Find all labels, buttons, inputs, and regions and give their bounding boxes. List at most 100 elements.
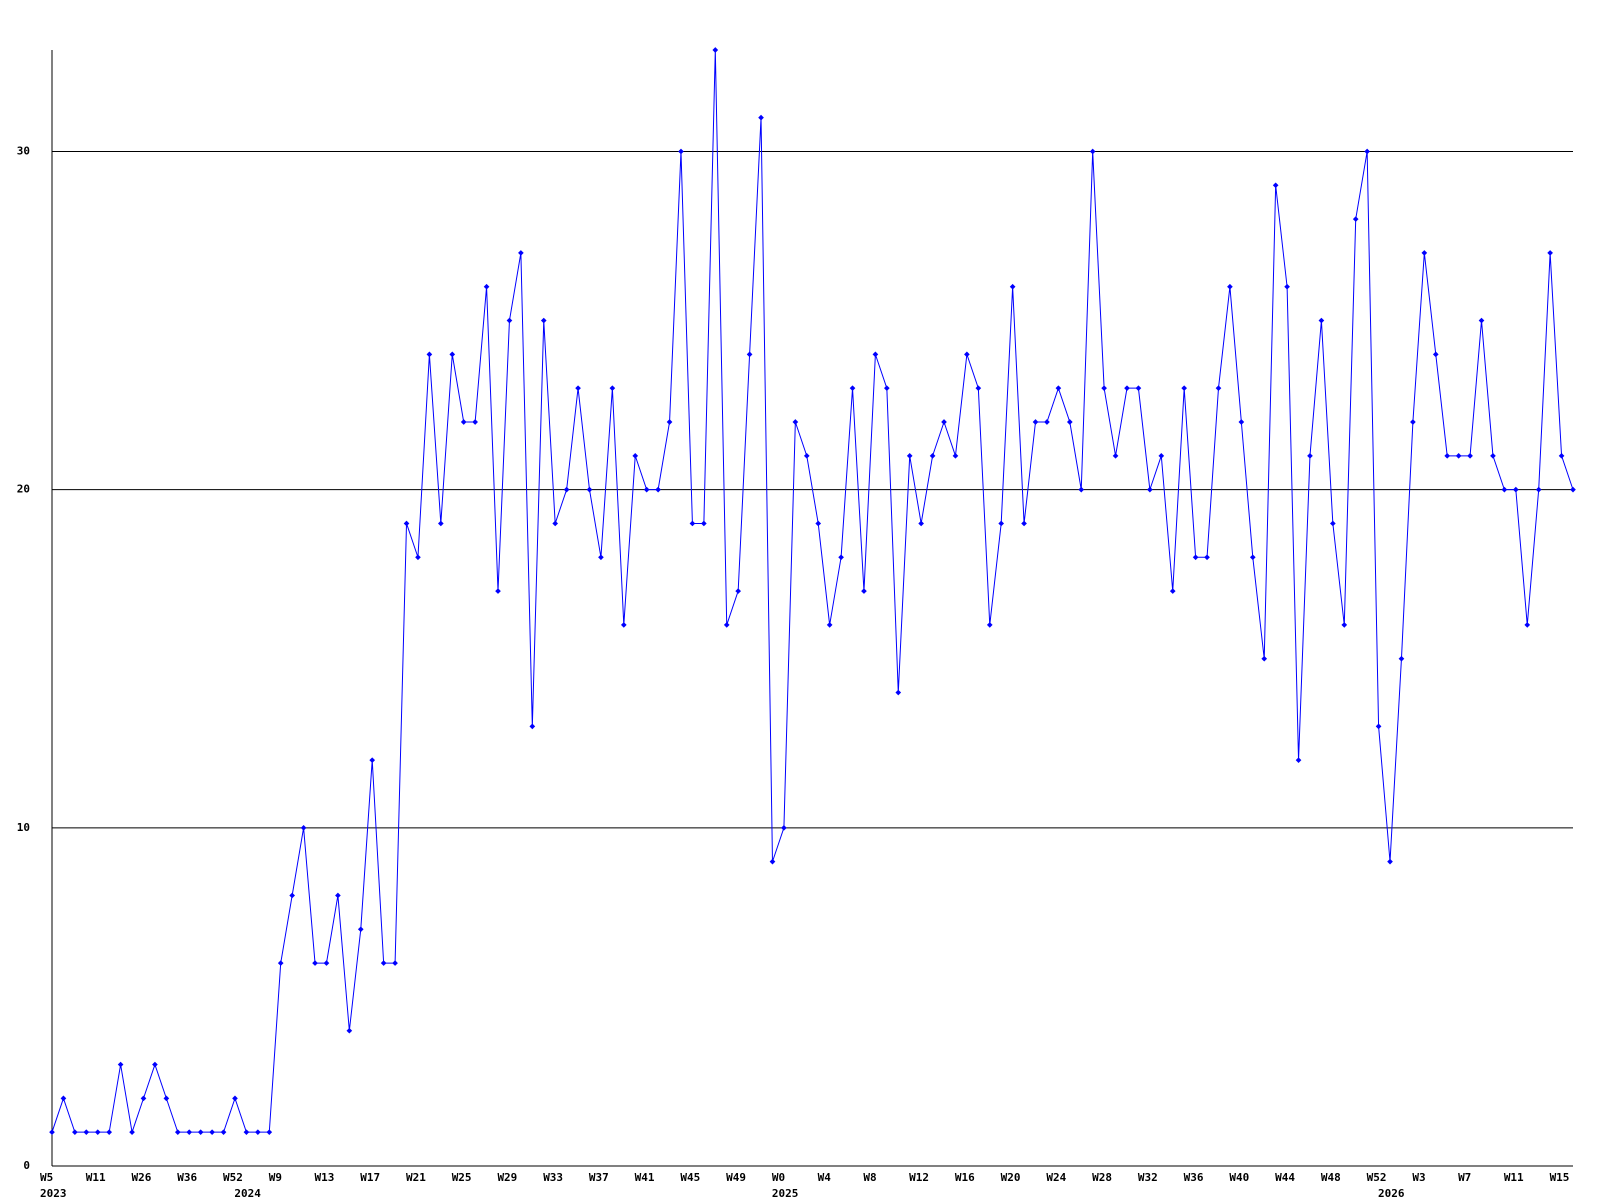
data-point xyxy=(518,250,524,256)
data-point xyxy=(1021,520,1027,527)
y-tick-label: 0 xyxy=(23,1159,30,1172)
data-point xyxy=(849,385,856,392)
y-tick-label: 30 xyxy=(17,144,30,157)
data-point xyxy=(895,689,902,696)
data-point xyxy=(815,520,822,527)
data-point xyxy=(884,385,890,392)
data-point xyxy=(758,114,764,121)
data-point xyxy=(1215,385,1222,392)
data-point xyxy=(666,419,673,425)
data-point xyxy=(1192,554,1199,561)
data-point xyxy=(1295,757,1302,764)
data-point xyxy=(1512,486,1519,493)
x-tick-label: W12 xyxy=(909,1171,929,1184)
data-point xyxy=(1307,452,1313,459)
data-point xyxy=(266,1129,273,1136)
x-tick-label: W36 xyxy=(177,1171,197,1184)
data-point xyxy=(781,824,787,831)
data-point xyxy=(152,1061,158,1068)
data-point xyxy=(380,960,387,966)
data-point xyxy=(1044,419,1050,425)
data-point xyxy=(300,824,307,831)
data-point xyxy=(838,554,844,561)
x-tick-label: W9 xyxy=(269,1171,282,1184)
x-tick-label: W52 xyxy=(223,1171,243,1184)
data-point xyxy=(1009,283,1016,290)
data-point xyxy=(357,926,364,933)
data-point xyxy=(403,520,410,527)
data-point xyxy=(1124,385,1130,392)
year-label: 2023 xyxy=(40,1187,67,1200)
x-tick-label: W26 xyxy=(131,1171,151,1184)
data-point xyxy=(1364,148,1370,155)
y-tick-label: 10 xyxy=(17,821,30,834)
data-point xyxy=(426,351,433,358)
data-point xyxy=(1547,250,1553,256)
data-point xyxy=(792,419,799,425)
data-point xyxy=(655,486,661,493)
data-point xyxy=(1238,419,1245,425)
data-point xyxy=(1330,520,1336,527)
data-point xyxy=(1158,452,1165,459)
data-point xyxy=(1375,723,1382,730)
x-tick-label: W36 xyxy=(1184,1171,1204,1184)
x-tick-label: W8 xyxy=(863,1171,876,1184)
x-tick-label: W44 xyxy=(1275,1171,1295,1184)
data-point xyxy=(1089,148,1096,155)
data-point xyxy=(312,960,318,966)
data-point xyxy=(1284,283,1290,290)
data-point xyxy=(1387,858,1393,865)
x-tick-label: W0 xyxy=(772,1171,785,1184)
data-point xyxy=(1318,317,1325,324)
data-point xyxy=(1524,622,1531,628)
data-point xyxy=(163,1095,170,1102)
x-tick-label: W49 xyxy=(726,1171,746,1184)
data-point xyxy=(735,588,741,594)
data-point xyxy=(129,1129,135,1136)
x-tick-label: W32 xyxy=(1138,1171,1158,1184)
data-point xyxy=(1570,486,1576,493)
data-point xyxy=(1455,452,1462,459)
x-tick-label: W33 xyxy=(543,1171,563,1184)
data-point xyxy=(1341,622,1348,628)
data-point xyxy=(918,520,924,527)
data-point xyxy=(1478,317,1485,324)
x-tick-label: W48 xyxy=(1321,1171,1341,1184)
data-point xyxy=(346,1027,353,1034)
x-tick-label: W21 xyxy=(406,1171,426,1184)
year-label: 2026 xyxy=(1378,1187,1405,1200)
data-point xyxy=(552,520,559,527)
data-point xyxy=(289,892,295,899)
x-tick-label: W28 xyxy=(1092,1171,1112,1184)
data-point xyxy=(1181,385,1188,392)
data-point xyxy=(49,1129,55,1136)
x-tick-label: W20 xyxy=(1001,1171,1021,1184)
data-point xyxy=(117,1061,124,1068)
data-point xyxy=(998,520,1005,527)
x-tick-label: W7 xyxy=(1458,1171,1471,1184)
year-label: 2024 xyxy=(234,1187,261,1200)
data-point xyxy=(563,486,570,493)
data-point xyxy=(83,1129,90,1136)
x-tick-label: W15 xyxy=(1550,1171,1570,1184)
data-point xyxy=(1421,250,1428,256)
data-point xyxy=(632,452,639,459)
data-point xyxy=(243,1129,250,1136)
data-point xyxy=(174,1129,181,1136)
x-tick-label: W41 xyxy=(635,1171,655,1184)
data-point xyxy=(586,486,593,493)
x-tick-label: W24 xyxy=(1046,1171,1066,1184)
data-point xyxy=(1169,588,1176,594)
data-point xyxy=(1227,283,1233,290)
x-tick-label: W3 xyxy=(1412,1171,1425,1184)
data-point xyxy=(986,622,993,628)
data-point xyxy=(723,622,730,628)
x-tick-label: W37 xyxy=(589,1171,609,1184)
data-point xyxy=(929,452,936,459)
x-tick-label: W5 xyxy=(40,1171,53,1184)
data-point xyxy=(861,588,867,594)
x-tick-label: W25 xyxy=(452,1171,472,1184)
x-tick-label: W11 xyxy=(86,1171,106,1184)
data-point xyxy=(1272,182,1279,189)
